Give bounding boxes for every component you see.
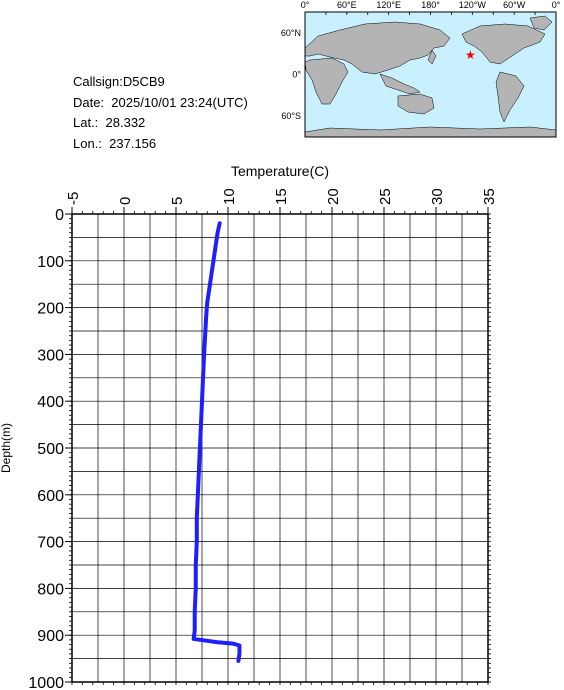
x-tick-label: -5: [65, 192, 82, 205]
map-lat-label: 60°N: [281, 28, 301, 38]
x-tick-label: 5: [169, 197, 186, 205]
y-tick-label: 400: [37, 394, 64, 411]
x-tick-label: 35: [481, 188, 498, 205]
map-lat-label: 60°S: [281, 111, 301, 121]
x-tick-label: 0: [117, 197, 134, 205]
y-tick-label: 300: [37, 347, 64, 364]
map-landmasses: [304, 15, 557, 138]
y-tick-label: 200: [37, 301, 64, 318]
land-south-america: [495, 71, 525, 123]
map-lon-label: 0°: [301, 0, 310, 10]
station-info: Callsign:D5CB9 Date: 2025/10/01 23:24(UT…: [73, 72, 248, 154]
latitude-label: Lat.: 28.332: [73, 115, 146, 130]
x-tick-labels: -5 0 5 10 15 20 25 30 35: [65, 188, 498, 205]
land-greenland: [529, 15, 553, 31]
x-axis-label: Temperature(C): [231, 163, 329, 179]
axis-ticks: [65, 207, 491, 685]
longitude-label: Lon.: 237.156: [73, 135, 157, 151]
x-tick-label: 15: [273, 188, 290, 205]
y-tick-label: 900: [37, 628, 64, 645]
y-tick-label: 600: [37, 488, 64, 505]
map-lon-label: 120°E: [376, 0, 401, 10]
world-map-inset: 0° 60°E 120°E 180° 120°W 60°W 0° 60°N 0° 60°S ★: [281, 0, 561, 138]
temperature-profile-line: [191, 221, 242, 663]
map-lon-label: 60°E: [337, 0, 357, 10]
callsign-label: Callsign:D5CB9: [73, 74, 165, 89]
map-lon-label: 0°: [552, 0, 561, 10]
land-north-america: [461, 23, 546, 65]
x-tick-label: 10: [221, 188, 238, 205]
series-layer: [191, 221, 242, 663]
land-eurasia: [304, 21, 451, 75]
land-africa: [304, 57, 349, 105]
land-southeast-asia: [379, 73, 421, 95]
x-tick-label: 25: [377, 188, 394, 205]
map-latitude-labels: 60°N 0° 60°S: [281, 28, 302, 121]
map-lon-label: 120°W: [459, 0, 487, 10]
land-japan: [427, 49, 437, 65]
y-tick-label: 1000: [28, 675, 64, 690]
date-label: Date: 2025/10/01 23:24(UTC): [73, 94, 248, 110]
land-australia: [397, 93, 435, 115]
y-tick-label: 700: [37, 535, 64, 552]
y-axis-label: Depth(m): [0, 423, 13, 473]
map-longitude-labels: 0° 60°E 120°E 180° 120°W 60°W 0°: [301, 0, 561, 10]
map-ticks: [304, 12, 557, 15]
y-tick-label: 0: [55, 207, 64, 224]
map-lon-label: 180°: [421, 0, 440, 10]
y-tick-label: 100: [37, 254, 64, 271]
x-tick-label: 30: [429, 188, 446, 205]
station-marker: ★: [465, 48, 476, 62]
map-lon-label: 60°W: [503, 0, 526, 10]
x-tick-label: 20: [325, 188, 342, 205]
y-tick-labels: 0 100 200 300 400 500 600 700 800 900 1000: [28, 207, 64, 690]
chart-grid: [71, 213, 489, 683]
map-lat-label: 0°: [292, 70, 301, 80]
y-tick-label: 800: [37, 581, 64, 598]
y-tick-label: 500: [37, 441, 64, 458]
